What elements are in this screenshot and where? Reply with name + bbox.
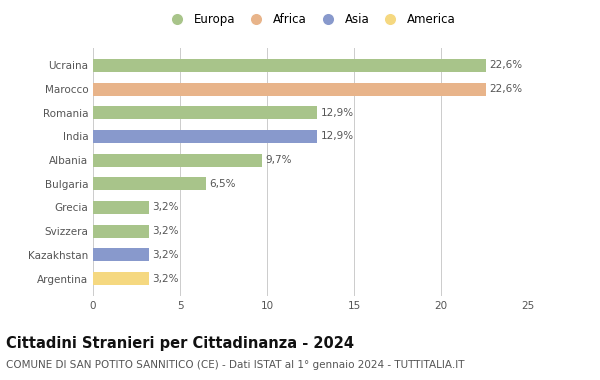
Text: Cittadini Stranieri per Cittadinanza - 2024: Cittadini Stranieri per Cittadinanza - 2… xyxy=(6,336,354,351)
Bar xyxy=(93,201,149,214)
Bar xyxy=(93,249,149,261)
Text: COMUNE DI SAN POTITO SANNITICO (CE) - Dati ISTAT al 1° gennaio 2024 - TUTTITALIA: COMUNE DI SAN POTITO SANNITICO (CE) - Da… xyxy=(6,360,464,370)
Bar xyxy=(93,59,486,72)
Text: 22,6%: 22,6% xyxy=(490,84,523,94)
Text: 3,2%: 3,2% xyxy=(152,226,179,236)
Text: 3,2%: 3,2% xyxy=(152,203,179,212)
Text: 6,5%: 6,5% xyxy=(209,179,236,189)
Bar xyxy=(93,177,206,190)
Text: 9,7%: 9,7% xyxy=(265,155,292,165)
Text: 22,6%: 22,6% xyxy=(490,60,523,70)
Legend: Europa, Africa, Asia, America: Europa, Africa, Asia, America xyxy=(161,9,460,31)
Text: 3,2%: 3,2% xyxy=(152,274,179,283)
Bar xyxy=(93,106,317,119)
Bar xyxy=(93,225,149,238)
Text: 12,9%: 12,9% xyxy=(321,108,354,118)
Text: 3,2%: 3,2% xyxy=(152,250,179,260)
Bar xyxy=(93,130,317,143)
Bar xyxy=(93,82,486,95)
Text: 12,9%: 12,9% xyxy=(321,131,354,141)
Bar xyxy=(93,272,149,285)
Bar xyxy=(93,154,262,166)
